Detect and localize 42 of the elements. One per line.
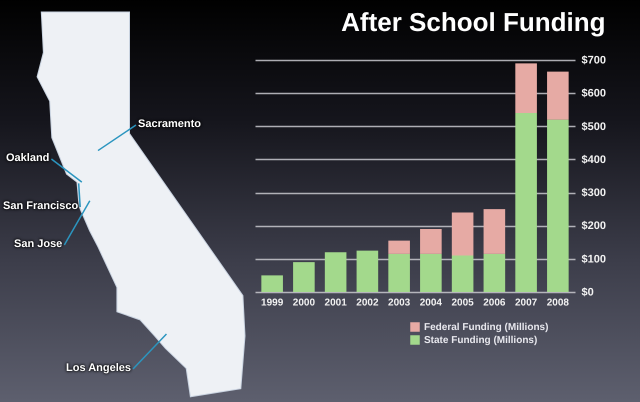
bar — [388, 240, 410, 254]
x-tick-label: 2001 — [324, 298, 348, 308]
chart-title: After School Funding — [341, 7, 606, 37]
x-tick-label: 2008 — [546, 298, 570, 308]
x-tick-label: 2000 — [292, 298, 316, 308]
bar — [515, 113, 537, 292]
text: Los Angeles — [66, 362, 131, 375]
y-tick-label: $700 — [582, 54, 606, 66]
x-tick-label: 2004 — [420, 298, 442, 308]
x-tick-label: 2003 — [388, 298, 411, 308]
bar — [484, 254, 506, 292]
bar — [388, 254, 410, 292]
bar — [420, 254, 442, 292]
bar — [452, 256, 474, 292]
bar — [547, 120, 569, 292]
text: San Francisco — [3, 200, 78, 213]
text: Sacramento — [138, 118, 201, 131]
bar — [452, 212, 474, 256]
bar — [356, 250, 378, 292]
x-tick-label: 2002 — [356, 298, 379, 308]
legend-label: Federal Funding (Millions) — [424, 322, 548, 333]
y-tick-label: $400 — [582, 154, 606, 166]
text: Oakland — [6, 152, 50, 165]
bar — [420, 229, 442, 254]
y-tick-label: $200 — [582, 220, 606, 232]
x-tick-label: 2006 — [483, 298, 506, 308]
bar — [261, 275, 283, 292]
bar — [515, 63, 537, 114]
y-tick-label: $0 — [582, 286, 594, 298]
x-tick-label: 1999 — [261, 298, 284, 308]
x-tick-label: 2005 — [451, 298, 474, 308]
bar — [324, 252, 346, 292]
y-tick-label: $100 — [582, 253, 606, 266]
bar — [293, 262, 315, 292]
bar — [547, 72, 569, 120]
y-tick-label: $300 — [582, 187, 606, 200]
y-tick-label: $500 — [582, 120, 606, 133]
legend-label: State Funding (Millions) — [424, 335, 538, 346]
y-tick-label: $600 — [582, 88, 606, 100]
x-tick-label: 2007 — [514, 298, 538, 308]
text: San Jose — [14, 238, 62, 251]
bar — [484, 209, 506, 254]
